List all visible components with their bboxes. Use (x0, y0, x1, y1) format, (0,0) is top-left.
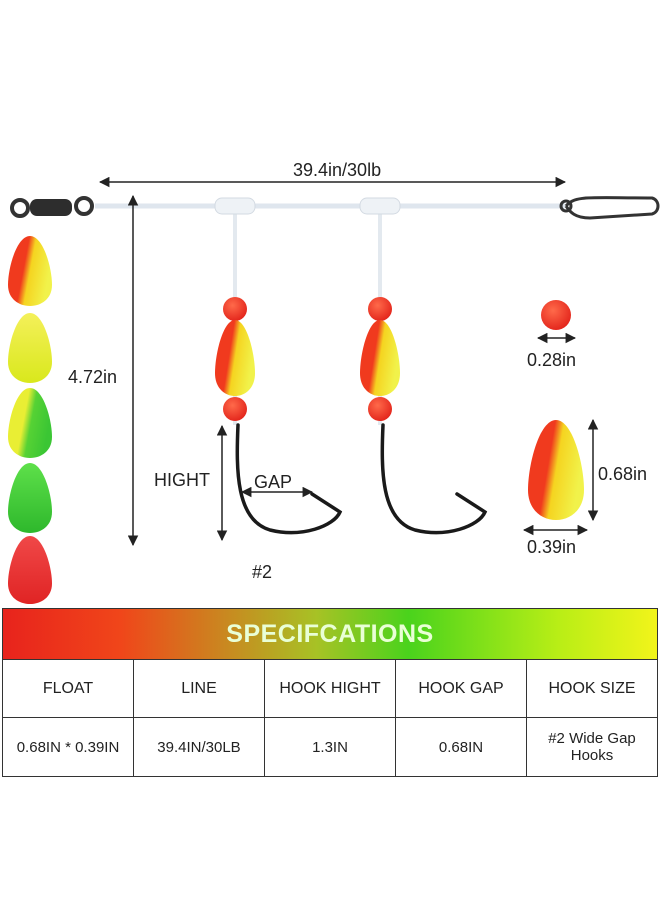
spec-table: FLOAT LINE HOOK HIGHT HOOK GAP HOOK SIZE… (2, 659, 658, 777)
float (8, 536, 52, 604)
float-height: 0.68in (598, 464, 648, 484)
bead-size: 0.28in (527, 350, 577, 370)
spec-banner: SPECIFCATIONS (2, 608, 658, 660)
swivel (10, 196, 94, 218)
cell: 1.3IN (264, 717, 396, 777)
drop-length: 4.72in (68, 367, 118, 387)
cell: 39.4IN/30LB (133, 717, 265, 777)
hook-gap-label: GAP (254, 472, 293, 492)
float (8, 313, 52, 383)
cell: #2 Wide Gap Hooks (548, 730, 636, 764)
header-cell: HOOK GAP (395, 659, 527, 718)
line-length: 39.4in/30lb (293, 160, 382, 180)
bead (368, 397, 392, 421)
header-cell: LINE (133, 659, 265, 718)
bead (541, 300, 571, 330)
cell: 0.68IN * 0.39IN (2, 717, 134, 777)
header-cell: FLOAT (2, 659, 134, 718)
data-row: 0.68IN * 0.39IN 39.4IN/30LB 1.3IN 0.68IN… (2, 717, 658, 777)
dimension-arrows (98, 176, 599, 547)
cell-wrap: #2 Wide Gap Hooks (526, 717, 658, 777)
float (8, 388, 52, 458)
bead (368, 297, 392, 321)
header-row: FLOAT LINE HOOK HIGHT HOOK GAP HOOK SIZE (2, 659, 658, 718)
header-cell: HOOK HIGHT (264, 659, 396, 718)
hooks (235, 423, 488, 535)
float (215, 320, 255, 396)
float (360, 320, 400, 396)
float (8, 236, 52, 306)
drop-lines (233, 206, 382, 425)
float (528, 420, 584, 520)
knots (214, 197, 401, 215)
header-cell: HOOK SIZE (526, 659, 658, 718)
cell: 0.68IN (395, 717, 527, 777)
bead (223, 297, 247, 321)
float-width: 0.39in (527, 537, 577, 557)
float (8, 463, 52, 533)
rig-illustration (8, 176, 660, 604)
snap (559, 196, 660, 220)
spec-title: SPECIFCATIONS (226, 619, 434, 648)
hook-height-label: HIGHT (154, 470, 210, 490)
hook-size-label: #2 (252, 562, 273, 582)
bead (223, 397, 247, 421)
